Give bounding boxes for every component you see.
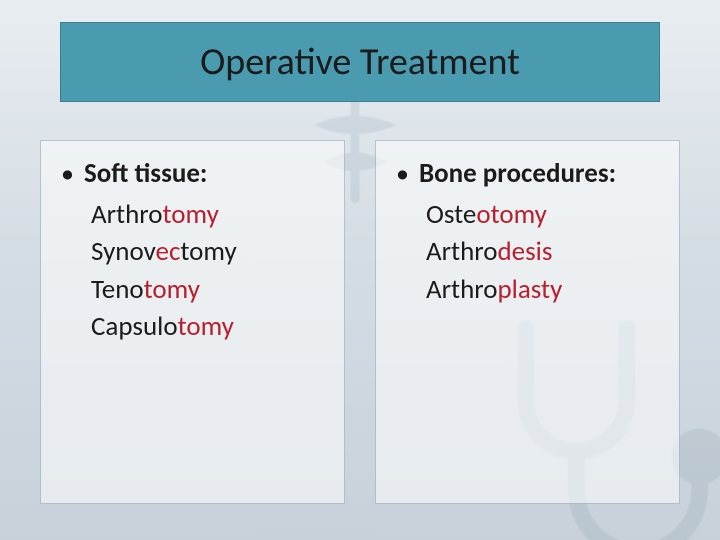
- item-pre: Synov: [91, 235, 156, 268]
- item-pre: Arthro: [426, 273, 497, 306]
- left-heading: Soft tissue:: [84, 157, 207, 190]
- item-pre: Arthro: [426, 235, 497, 268]
- item-pre: Teno: [91, 273, 144, 306]
- left-column: • Soft tissue: Arthrotomy Synovectomy Te…: [40, 140, 345, 504]
- slide-title: Operative Treatment: [200, 39, 520, 85]
- item-pre: Capsulo: [91, 310, 178, 343]
- item-pre: Arthro: [91, 198, 162, 231]
- item-highlight: ec: [156, 235, 181, 268]
- item-post: tomy: [180, 235, 236, 268]
- item-pre: Oste: [426, 198, 476, 231]
- list-item: Arthroplasty: [426, 271, 659, 308]
- list-item: Osteotomy: [426, 196, 659, 233]
- content-columns: • Soft tissue: Arthrotomy Synovectomy Te…: [40, 140, 680, 504]
- slide: Operative Treatment • Soft tissue: Arthr…: [0, 0, 720, 540]
- list-item: Capsulotomy: [91, 308, 324, 345]
- item-highlight: tomy: [178, 310, 234, 343]
- item-highlight: otomy: [476, 198, 547, 231]
- list-item: Arthrotomy: [91, 196, 324, 233]
- title-bar: Operative Treatment: [60, 22, 660, 102]
- item-highlight: tomy: [162, 198, 218, 231]
- right-heading-row: • Bone procedures:: [396, 157, 659, 190]
- list-item: Tenotomy: [91, 271, 324, 308]
- item-highlight: desis: [497, 235, 552, 268]
- item-highlight: plasty: [497, 273, 562, 306]
- item-highlight: tomy: [144, 273, 200, 306]
- left-heading-row: • Soft tissue:: [61, 157, 324, 190]
- bullet-icon: •: [61, 158, 74, 189]
- right-heading: Bone procedures:: [419, 157, 616, 190]
- list-item: Synovectomy: [91, 233, 324, 270]
- bullet-icon: •: [396, 158, 409, 189]
- list-item: Arthrodesis: [426, 233, 659, 270]
- right-column: • Bone procedures: Osteotomy Arthrodesis…: [375, 140, 680, 504]
